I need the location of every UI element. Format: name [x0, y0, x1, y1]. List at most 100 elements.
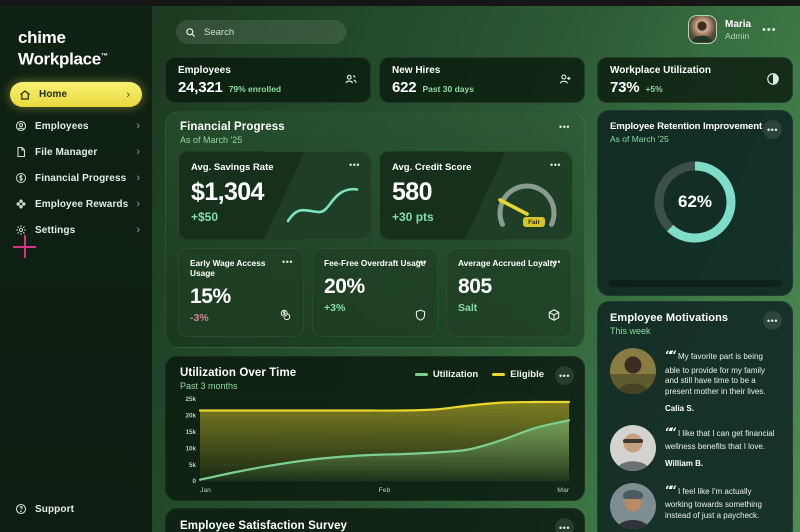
- legend-item-utilization[interactable]: Utilization: [414, 369, 478, 380]
- savings-rate-card: Avg. Savings Rate $1,304 +$50 •••: [178, 151, 371, 240]
- sidebar: chime Workplace™ Home › Employees › File…: [0, 6, 152, 532]
- user-chip[interactable]: Maria Admin: [688, 15, 751, 44]
- stat-title: Workplace Utilization: [610, 65, 711, 76]
- quote-icon: [665, 429, 678, 438]
- stat-title: New Hires: [392, 65, 441, 76]
- card-title: Employee Satisfaction Survey: [180, 520, 348, 532]
- metric-value: 580: [392, 178, 433, 206]
- file-icon: [14, 146, 27, 159]
- metric-delta: +$50: [191, 210, 219, 224]
- sidebar-item-employees[interactable]: Employees ›: [0, 113, 152, 139]
- financial-progress-section: Financial Progress As of March '25 ••• A…: [165, 111, 585, 348]
- topbar-menu-button[interactable]: •••: [762, 24, 777, 36]
- legend-item-eligible[interactable]: Eligible: [492, 369, 544, 380]
- sidebar-item-financial-progress[interactable]: Financial Progress ›: [0, 165, 152, 191]
- loyalty-card: Average Accrued Loyalty 805 Salt •••: [446, 248, 572, 337]
- series-line-eligible: [198, 400, 571, 412]
- utilization-chart-card: Utilization Over Time Past 3 months Util…: [165, 356, 585, 501]
- coins-icon: [279, 308, 293, 327]
- card-subtitle: As of March '25: [610, 134, 669, 144]
- avatar: [610, 482, 656, 529]
- x-tick-label: Feb: [379, 487, 391, 494]
- chart-menu-button[interactable]: •••: [555, 366, 574, 385]
- avatar: [688, 15, 717, 44]
- sidebar-item-label: Employee Rewards: [35, 198, 129, 210]
- chevron-right-icon: ›: [136, 198, 140, 210]
- retention-bottom-bar: [608, 280, 782, 287]
- legend-label: Eligible: [510, 369, 544, 380]
- window-top-strip: [0, 0, 800, 6]
- quote-author: William B.: [665, 459, 704, 469]
- rewards-icon: [14, 198, 27, 211]
- brand-line2: Workplace: [18, 49, 101, 69]
- metric-delta: +3%: [324, 302, 346, 314]
- dollar-circle-icon: [14, 172, 27, 185]
- quote-text: My favorite part is being able to provid…: [665, 352, 766, 397]
- card-menu-button[interactable]: •••: [763, 120, 782, 139]
- metric-delta: -3%: [190, 312, 209, 324]
- brand-line1: chime: [18, 28, 66, 47]
- stat-sub: Past 30 days: [422, 84, 474, 94]
- metric-value: 20%: [324, 275, 365, 298]
- metric-value: $1,304: [191, 178, 264, 206]
- stat-card-workplace-utilization: Workplace Utilization 73% +5%: [597, 57, 793, 103]
- card-menu-button[interactable]: •••: [282, 257, 293, 267]
- y-tick-label: 10k: [185, 445, 196, 452]
- chevron-right-icon: ›: [136, 146, 140, 158]
- sidebar-item-settings[interactable]: Settings ›: [0, 217, 152, 243]
- card-menu-button[interactable]: •••: [349, 160, 360, 170]
- shield-icon: [414, 308, 427, 327]
- motivations-card: Employee Motivations This week ••• My fa…: [597, 301, 793, 532]
- search-icon: [185, 27, 196, 38]
- stat-card-new-hires: New Hires 622 Past 30 days: [379, 57, 585, 103]
- card-menu-button[interactable]: •••: [550, 257, 561, 267]
- quote-text: I feel like I'm actually working towards…: [665, 486, 762, 521]
- metric-title: Avg. Savings Rate: [191, 162, 274, 173]
- savings-sparkline: [286, 187, 359, 223]
- stat-value: 73%: [610, 79, 640, 96]
- brand-logo: chime Workplace™: [18, 28, 108, 69]
- card-menu-button[interactable]: •••: [550, 160, 561, 170]
- y-tick-label: 15k: [185, 429, 196, 436]
- cube-icon: [547, 308, 561, 327]
- quote-author: Calia S.: [665, 403, 694, 413]
- metric-title: Average Accrued Loyalty: [458, 258, 557, 268]
- sidebar-item-label: Settings: [35, 224, 76, 236]
- testimonial-item: I feel like I'm actually working towards…: [598, 482, 792, 529]
- chevron-right-icon: ›: [126, 88, 130, 101]
- user-role: Admin: [725, 30, 750, 41]
- utilization-area-chart: 0 5k 10k 15k 20k 25k Jan Feb Mar: [178, 393, 574, 500]
- metric-title: Fee-Free Overdraft Usage: [324, 258, 426, 268]
- stat-title: Employees: [178, 65, 231, 76]
- search-bar[interactable]: [176, 20, 346, 44]
- help-circle-icon: [14, 503, 27, 516]
- card-menu-button[interactable]: •••: [416, 257, 427, 267]
- metric-title: Avg. Credit Score: [392, 162, 472, 173]
- stat-value: 622: [392, 79, 417, 96]
- sidebar-item-file-manager[interactable]: File Manager ›: [0, 139, 152, 165]
- card-menu-button[interactable]: •••: [555, 518, 574, 532]
- metric-delta: +30 pts: [392, 210, 434, 224]
- card-menu-button[interactable]: •••: [763, 311, 782, 330]
- section-menu-button[interactable]: •••: [559, 122, 570, 132]
- chart-title: Utilization Over Time: [180, 367, 297, 379]
- stat-sub: +5%: [645, 84, 663, 94]
- stat-card-employees: Employees 24,321 79% enrolled: [165, 57, 371, 103]
- sidebar-item-home[interactable]: Home ›: [10, 82, 142, 107]
- sidebar-nav: Home › Employees › File Manager › Financ…: [0, 82, 152, 243]
- legend-swatch: [414, 373, 428, 376]
- sidebar-item-label: Financial Progress: [35, 172, 127, 184]
- sidebar-item-employee-rewards[interactable]: Employee Rewards ›: [0, 191, 152, 217]
- quote-icon: [665, 352, 678, 361]
- gauge-badge: Fair: [523, 217, 545, 227]
- x-tick-label: Mar: [557, 487, 569, 494]
- quote-icon: [665, 487, 678, 496]
- search-input[interactable]: [202, 25, 336, 39]
- sidebar-item-support[interactable]: Support: [0, 496, 152, 522]
- credit-score-card: Avg. Credit Score 580 +30 pts ••• Fair: [379, 151, 572, 240]
- avatar: [610, 424, 656, 471]
- chevron-right-icon: ›: [136, 224, 140, 236]
- employees-icon: [14, 120, 27, 133]
- sidebar-item-label: Employees: [35, 120, 89, 132]
- chart-subtitle: Past 3 months: [180, 381, 238, 391]
